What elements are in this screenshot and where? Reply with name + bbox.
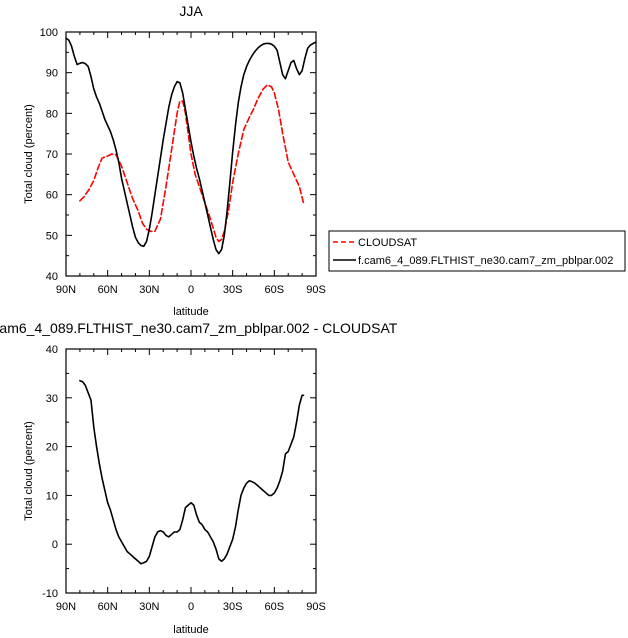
chart-1-x-tick-label: 0	[188, 284, 194, 296]
chart-2-x-tick-label: 60N	[98, 601, 118, 613]
chart-2-y-tick-label: 40	[46, 344, 58, 356]
chart-1-series-line-2	[65, 37, 317, 255]
chart-2-x-tick-label: 30N	[139, 601, 159, 613]
chart-1-y-tick-label: 60	[46, 190, 58, 202]
chart-2-x-tick-label: 0	[188, 601, 194, 613]
chart-jja-tick-group: 90N 60N 30N 0 30S 60S 90S 40 50 60 70 80 90 100	[40, 27, 326, 296]
chart-1-y-tick-label: 50	[46, 230, 58, 242]
chart-1-x-tick-label: 60N	[98, 284, 118, 296]
chart-2-y-tick-label: 10	[46, 490, 58, 502]
chart-jja-series-group	[65, 37, 317, 255]
chart-2-frame	[65, 348, 317, 594]
chart-2-y-tick-label: 20	[46, 442, 58, 454]
chart-2-series-line-1	[79, 379, 305, 565]
legend-label-model: f.cam6_4_089.FLTHIST_ne30.cam7_zm_pblpar…	[358, 255, 613, 267]
chart-2-x-tick-label: 90S	[306, 601, 326, 613]
chart-difference: f.cam6_4_089.FLTHIST_ne30.cam7_zm_pblpar…	[0, 320, 398, 636]
chart-jja-title: JJA	[179, 3, 203, 19]
chart-difference-series-group	[79, 379, 305, 565]
legend-label-cloudsat: CLOUDSAT	[358, 237, 417, 249]
chart-jja-y-axis-label: Total cloud (percent)	[23, 104, 35, 204]
legend-box	[328, 230, 626, 272]
chart-2-y-tick-label: 30	[46, 393, 58, 405]
chart-2-x-tick-label: 90N	[56, 601, 76, 613]
chart-1-x-tick-label: 60S	[265, 284, 285, 296]
chart-1-y-tick-label: 100	[40, 27, 58, 39]
chart-2-y-tick-label: 0	[52, 539, 58, 551]
chart-difference-title: f.cam6_4_089.FLTHIST_ne30.cam7_zm_pblpar…	[0, 320, 398, 336]
chart-1-y-tick-label: 80	[46, 108, 58, 120]
chart-2-x-tick-label: 60S	[265, 601, 285, 613]
chart-1-y-tick-label: 40	[46, 271, 58, 283]
chart-2-y-tick-label: -10	[42, 588, 58, 600]
chart-1-x-tick-label: 90N	[56, 284, 76, 296]
chart-jja-x-axis-label: latitude	[173, 306, 208, 318]
chart-1-y-tick-label: 70	[46, 149, 58, 161]
chart-difference-y-axis-label: Total cloud (percent)	[23, 421, 35, 521]
chart-difference-x-axis-label: latitude	[173, 624, 208, 636]
chart-1-x-tick-label: 90S	[306, 284, 326, 296]
chart-difference-tick-group: 90N 60N 30N 0 30S 60S 90S -10 0 10 20 30 40	[42, 344, 326, 613]
chart-2-x-tick-label: 30S	[223, 601, 243, 613]
chart-difference-plot-area	[65, 348, 317, 594]
chart-1-x-tick-label: 30N	[139, 284, 159, 296]
chart-jja-legend: CLOUDSAT f.cam6_4_089.FLTHIST_ne30.cam7_…	[328, 230, 626, 272]
chart-jja: JJA 90N 60N 30N 0 30S 60S 90S 40 50 60 70 80 90 100 l…	[23, 3, 626, 318]
chart-1-x-tick-label: 30S	[223, 284, 243, 296]
chart-1-y-tick-label: 90	[46, 68, 58, 80]
chart-1-series-line-1	[79, 84, 305, 243]
